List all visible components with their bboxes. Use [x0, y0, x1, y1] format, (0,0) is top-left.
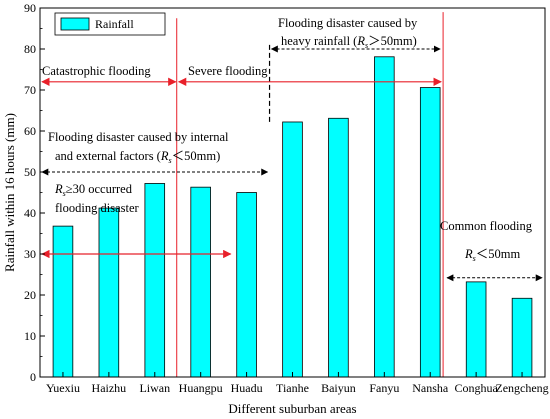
- y-tick-label: 50: [24, 165, 36, 179]
- bar-haizhu: [98, 207, 120, 378]
- bar-huangpu: [190, 186, 211, 378]
- x-tick-label-yuexiu: Yuexiu: [46, 381, 80, 395]
- x-axis-title: Different suburban areas: [228, 401, 356, 416]
- bar-baiyun: [328, 117, 349, 378]
- y-tick-label: 10: [24, 329, 36, 343]
- annotation-rs30-line1: Rs≥30 occurred: [54, 182, 133, 198]
- legend-swatch: [60, 17, 90, 31]
- annotation-severe-flooding: Severe flooding: [188, 64, 268, 78]
- bar-fanyu: [374, 56, 395, 378]
- x-tick-label-zengcheng: Zengcheng: [495, 381, 548, 395]
- annotation-rs30-line2: flooding disaster: [55, 201, 140, 215]
- bar-huadu: [236, 192, 257, 378]
- bar-liwan: [144, 183, 166, 378]
- annotation-catastrophic-flooding: Catastrophic flooding: [42, 64, 151, 78]
- x-axis: Yuexiu Haizhu Liwan Huangpu Huadu Tianhe Baiyu…: [46, 372, 549, 395]
- x-tick-label-liwan: Liwan: [139, 381, 170, 395]
- y-tick-label: 20: [24, 288, 36, 302]
- x-tick-label-nansha: Nansha: [412, 381, 449, 395]
- x-tick-label-baiyun: Baiyun: [321, 381, 356, 395]
- bar-conghua: [465, 281, 487, 378]
- bar-tianhe: [282, 121, 303, 378]
- legend: Rainfall: [54, 12, 166, 36]
- legend-label: Rainfall: [95, 17, 134, 31]
- x-tick-label-huangpu: Huangpu: [179, 381, 223, 395]
- y-tick-label: 30: [24, 247, 36, 261]
- y-axis: 0 10 20 30 40 50 60 70 80 90: [24, 1, 45, 384]
- y-tick-label: 60: [24, 124, 36, 138]
- bars-group: [52, 56, 533, 378]
- annotation-common-flooding-threshold: Rs＜50mm: [464, 247, 520, 263]
- y-tick-label: 70: [24, 83, 36, 97]
- x-tick-label-fanyu: Fanyu: [369, 381, 399, 395]
- x-tick-label-tianhe: Tianhe: [276, 381, 309, 395]
- annotation-internal-external-line1: Flooding disaster caused by internal: [48, 130, 229, 144]
- annotation-common-flooding: Common flooding: [440, 219, 533, 233]
- y-axis-title: Rainfall within 16 hours (mm): [2, 113, 17, 272]
- bar-yuexiu: [52, 225, 74, 378]
- y-tick-label: 0: [30, 370, 36, 384]
- bar-nansha: [419, 87, 441, 378]
- bar-zengcheng: [511, 297, 533, 378]
- x-tick-label-conghua: Conghua: [454, 381, 498, 395]
- annotations: Catastrophic flooding Severe flooding Fl…: [42, 16, 533, 263]
- guide-lines-group: [41, 12, 543, 377]
- annotation-heavy-rainfall-line2: heavy rainfall (Rs＞50mm): [281, 34, 417, 50]
- annotation-internal-external-line2: and external factors (Rs＜50mm): [55, 149, 220, 165]
- y-tick-label: 40: [24, 206, 36, 220]
- x-tick-label-haizhu: Haizhu: [92, 381, 127, 395]
- y-tick-label: 80: [24, 42, 36, 56]
- y-tick-label: 90: [24, 1, 36, 15]
- x-tick-label-huadu: Huadu: [231, 381, 263, 395]
- annotation-heavy-rainfall-line1: Flooding disaster caused by: [278, 16, 418, 30]
